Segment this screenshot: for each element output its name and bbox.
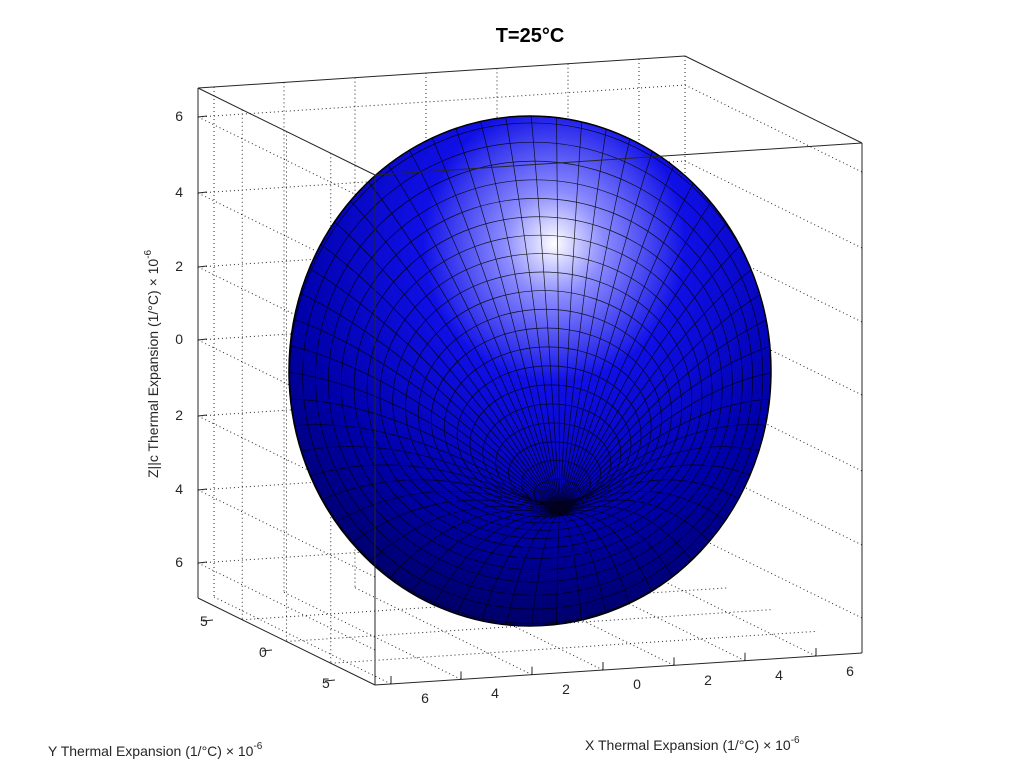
x-tick-label: 4 bbox=[775, 667, 783, 683]
surface-plot bbox=[288, 115, 772, 627]
x-axis-tick-labels: 6 4 2 0 2 4 6 bbox=[421, 663, 854, 706]
x-tick-label: 2 bbox=[562, 681, 570, 697]
x-tick-label: 6 bbox=[846, 663, 854, 679]
z-tick-label: 6 bbox=[175, 554, 183, 570]
x-tick-label: 0 bbox=[633, 676, 641, 692]
x-axis-label: X Thermal Expansion (1/°C) × 10-6 bbox=[585, 735, 800, 753]
y-axis-label: Y Thermal Expansion (1/°C) × 10-6 bbox=[48, 741, 263, 759]
z-tick-label: 6 bbox=[175, 108, 183, 124]
axis-ticks bbox=[197, 115, 817, 684]
z-tick-label: 2 bbox=[175, 258, 183, 274]
y-tick-label: 5 bbox=[322, 675, 330, 691]
y-axis-tick-labels: 5 0 5 bbox=[200, 613, 330, 691]
z-tick-label: 2 bbox=[175, 407, 183, 423]
z-axis-label: Z||c Thermal Expansion (1/°C) × 10-6 bbox=[143, 249, 161, 478]
axes-box-front bbox=[197, 87, 863, 686]
z-tick-label: 4 bbox=[175, 481, 183, 497]
surface-mesh bbox=[289, 116, 771, 626]
z-tick-label: 4 bbox=[175, 184, 183, 200]
x-tick-label: 2 bbox=[704, 672, 712, 688]
y-tick-label: 0 bbox=[259, 644, 267, 660]
x-tick-label: 4 bbox=[491, 685, 499, 701]
z-tick-label: 0 bbox=[175, 331, 183, 347]
chart-title: T=25°C bbox=[496, 25, 565, 47]
y-tick-label: 5 bbox=[200, 613, 208, 629]
z-axis-tick-labels: 6 4 2 0 2 4 6 bbox=[175, 108, 183, 570]
x-tick-label: 6 bbox=[421, 690, 429, 706]
